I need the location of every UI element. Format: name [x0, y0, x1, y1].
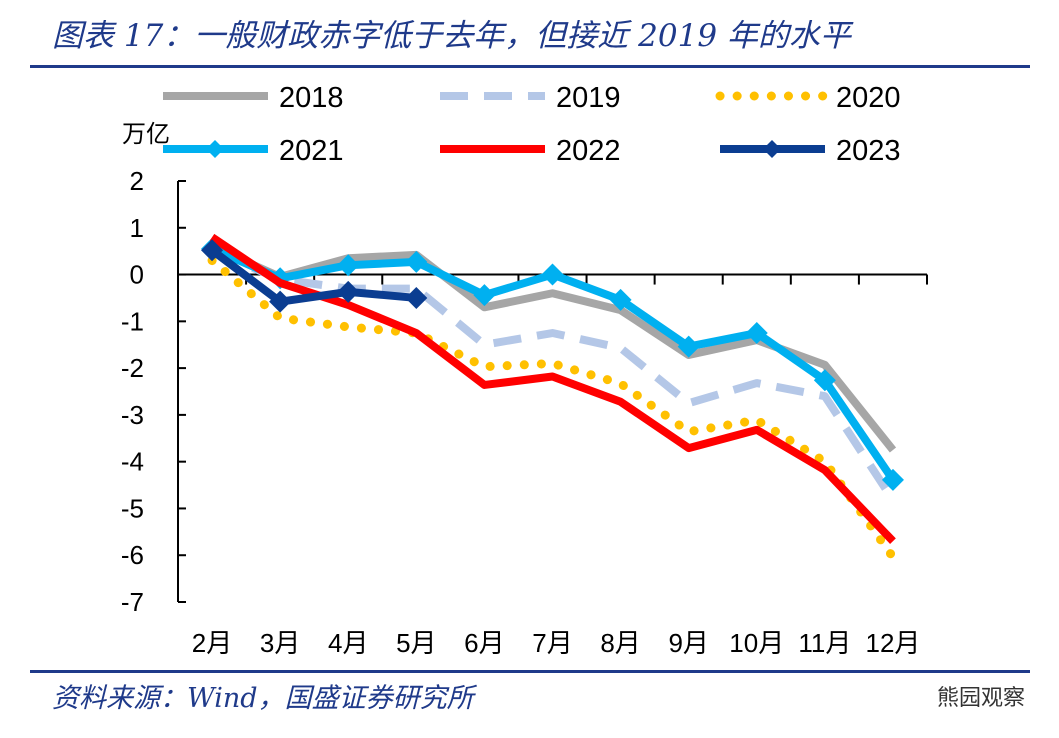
data-point-2023	[337, 280, 360, 303]
watermark: 熊园观察	[936, 685, 1025, 710]
legend-marker-2023	[763, 140, 781, 158]
figure-title: 图表 17：一般财政赤字低于去年，但接近 2019 年的水平	[52, 18, 851, 54]
data-point-2021	[473, 284, 496, 307]
legend-label-2020: 2020	[836, 82, 901, 114]
y-tick-label: -1	[121, 306, 144, 336]
x-tick-label: 11月	[798, 628, 851, 658]
data-point-2021	[609, 288, 632, 311]
x-tick-label: 8月	[600, 628, 640, 658]
data-point-2021	[745, 322, 768, 345]
x-tick-label: 3月	[260, 628, 300, 658]
y-tick-label: 1	[130, 213, 144, 243]
y-tick-label: -6	[121, 540, 144, 570]
legend-label-2018: 2018	[279, 82, 344, 114]
data-point-2021	[881, 468, 904, 491]
y-tick-label: -3	[121, 400, 144, 430]
x-tick-label: 4月	[328, 628, 368, 658]
legend-label-2021: 2021	[279, 135, 344, 167]
x-tick-label: 5月	[396, 628, 436, 658]
y-tick-label: -5	[121, 493, 144, 523]
data-point-2023	[405, 286, 428, 309]
y-tick-label: -7	[121, 587, 144, 617]
data-point-2023	[269, 290, 292, 313]
x-tick-label: 6月	[464, 628, 504, 658]
legend-marker-2021	[206, 140, 224, 158]
y-tick-label: 0	[130, 260, 144, 290]
x-tick-label: 7月	[532, 628, 572, 658]
series-line-2023	[209, 247, 417, 306]
series-line-2020	[207, 256, 898, 562]
source-divider	[30, 670, 1030, 673]
x-tick-label: 10月	[729, 628, 784, 658]
data-point-2021	[337, 254, 360, 277]
legend-label-2023: 2023	[836, 135, 901, 167]
y-axis-label: 万亿	[122, 120, 170, 148]
series-line-2019	[210, 247, 897, 503]
x-tick-label: 9月	[668, 628, 708, 658]
data-point-2023	[201, 239, 224, 262]
data-point-2021	[677, 335, 700, 358]
legend-label-2022: 2022	[556, 135, 621, 167]
y-tick-label: -2	[121, 353, 144, 383]
y-tick-label: 2	[130, 166, 144, 196]
y-tick-label: -4	[121, 447, 144, 477]
x-tick-label: 12月	[865, 628, 920, 658]
legend-label-2019: 2019	[556, 82, 621, 114]
data-point-2021	[405, 250, 428, 273]
x-tick-label: 2月	[192, 628, 232, 658]
data-point-2021	[541, 263, 564, 286]
data-point-2021	[813, 369, 836, 392]
source-note: 资料来源：Wind，国盛证券研究所	[52, 683, 474, 714]
title-divider	[30, 65, 1030, 68]
